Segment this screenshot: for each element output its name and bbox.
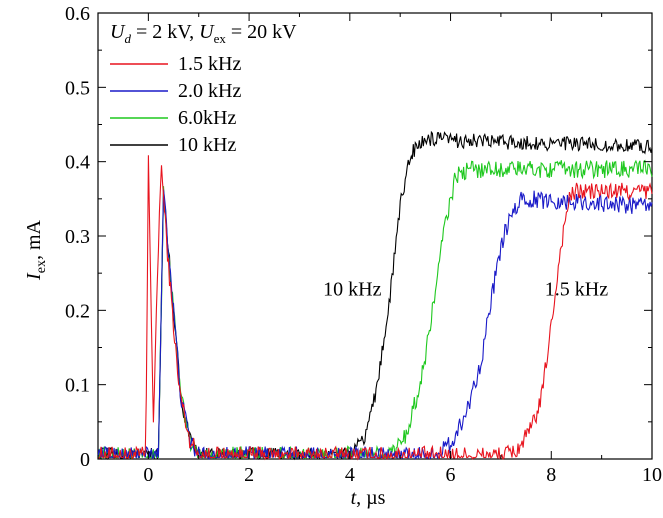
x-tick-label: 4 [345,464,355,486]
curve-annotation: 1.5 kHz [545,278,608,300]
y-tick-label: 0.6 [65,3,90,25]
y-tick-label: 0 [80,449,90,471]
legend-label: 1.5 kHz [178,53,241,75]
y-tick-label: 0.1 [65,375,90,397]
legend-label: 10 kHz [178,134,236,156]
y-tick-label: 0.4 [65,152,90,174]
x-axis-label: t, µs [351,487,386,509]
y-axis-label: Iex, mA [23,219,49,280]
y-tick-label: 0.2 [65,300,90,322]
y-tick-label: 0.5 [65,77,90,99]
legend-title: Ud = 2 kV, Uex = 20 kV [110,21,297,46]
legend-label: 6.0kHz [178,107,236,129]
series-line [97,155,653,461]
legend-items: 1.5 kHz 2.0 kHz 6.0kHz 10 kHz [110,53,241,156]
series-line [97,189,653,461]
legend: Ud = 2 kV, Uex = 20 kV 1.5 kHz 2.0 kHz 6.0… [110,21,297,156]
y-tick-label: 0.3 [65,226,90,248]
x-tick-label: 2 [244,464,254,486]
curve-annotation: 10 kHz [323,278,381,300]
x-tick-label: 6 [446,464,456,486]
x-tick-label: 10 [642,464,662,486]
ticks-layer: 0 2 4 6 8 10 0 0.1 0.2 0.3 0.4 0.5 0.6 [65,3,662,486]
x-tick-label: 0 [143,464,153,486]
series-layer [97,130,653,461]
annotations: 10 kHz 1.5 kHz [323,278,608,300]
legend-label: 2.0 kHz [178,80,241,102]
series-line [97,130,653,461]
x-tick-label: 8 [546,464,556,486]
